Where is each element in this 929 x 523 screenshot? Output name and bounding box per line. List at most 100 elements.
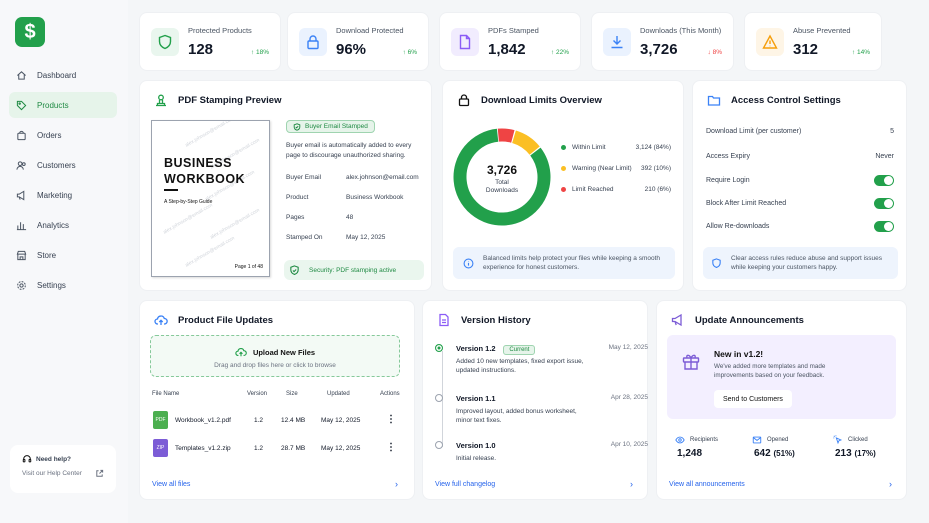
setting-block-after-limit: Block After Limit Reached: [706, 197, 894, 209]
headset-icon: [22, 455, 32, 463]
allow-redownloads-toggle[interactable]: [874, 220, 894, 232]
product-file-updates-card: Product File Updates Upload New Files Dr…: [139, 300, 415, 500]
sidebar-item-analytics[interactable]: Analytics: [9, 212, 117, 238]
stat-value: 96%: [336, 40, 367, 58]
help-title: Need help?: [36, 455, 72, 463]
chevron-right-icon[interactable]: ›: [889, 479, 892, 489]
setting-require-login: Require Login: [706, 174, 894, 186]
metric-recipients: Recipients 1,248: [675, 436, 719, 459]
view-all-files-link[interactable]: View all files: [152, 481, 191, 488]
sidebar-item-settings[interactable]: Settings: [9, 272, 117, 298]
table-row[interactable]: PDF Workbook_v1.2.pdf 1.2 12.4 MB May 12…: [150, 411, 400, 431]
sidebar-item-orders[interactable]: Orders: [9, 122, 117, 148]
warning-icon: [762, 34, 778, 49]
block-after-limit-toggle[interactable]: [874, 197, 894, 209]
info-icon: [463, 258, 474, 268]
col-updated: Updated: [327, 391, 350, 397]
folder-icon: [707, 95, 721, 106]
sidebar: $ Dashboard Products Orders Customers Ma…: [0, 0, 128, 523]
stat-card-abuse-prevented: Abuse Prevented 312 ↑ 14%: [744, 12, 882, 71]
stat-value: 128: [188, 40, 214, 58]
setting-access-expiry[interactable]: Access Expiry Never: [706, 152, 894, 160]
access-control-card: Access Control Settings Download Limit (…: [692, 80, 907, 291]
shield-icon: [712, 257, 721, 268]
stat-card-downloads-month: Downloads (This Month) 3,726 ↓ 8%: [591, 12, 734, 71]
megaphone-icon: [16, 189, 25, 201]
legend-within-limit: Within Limit 3,124 (84%): [561, 144, 671, 151]
stat-label: Download Protected: [336, 25, 404, 35]
version-item[interactable]: Version 1.2 Current May 12, 2025 Added 1…: [456, 344, 648, 374]
limits-info-note: Balanced limits help protect your files …: [453, 247, 675, 279]
field-pages: Pages 48: [286, 214, 354, 221]
doc-title: BUSINESS WORKBOOK: [164, 156, 246, 186]
gift-icon: [682, 354, 700, 370]
stat-card-download-protected: Download Protected 96% ↑ 6%: [287, 12, 429, 71]
col-version: Version: [247, 391, 268, 397]
buyer-email-stamped-badge: Buyer Email Stamped: [286, 120, 375, 133]
view-all-announcements-link[interactable]: View all announcements: [669, 481, 745, 488]
cursor-click-icon: [833, 435, 843, 445]
version-item[interactable]: Version 1.0 Apr 10, 2025 Initial release…: [456, 441, 648, 462]
megaphone-icon: [671, 313, 682, 327]
timeline-dot: [435, 394, 443, 402]
stat-label: PDFs Stamped: [488, 25, 539, 35]
file-upload-dropzone[interactable]: Upload New Files Drag and drop files her…: [150, 335, 400, 377]
help-link[interactable]: Visit our Help Center: [22, 470, 82, 477]
app-logo[interactable]: $: [15, 17, 45, 47]
metric-clicked: Clicked 213 (17%): [833, 435, 876, 459]
announcement-heading: New in v1.2!: [714, 349, 764, 359]
more-actions-icon[interactable]: ⋮: [386, 442, 396, 453]
tag-icon: [16, 100, 27, 110]
send-to-customers-button[interactable]: Send to Customers: [714, 390, 792, 408]
lock-icon: [458, 94, 470, 107]
document-icon: [459, 34, 471, 49]
zip-file-icon: ZIP: [153, 439, 168, 457]
external-link-icon[interactable]: [95, 469, 104, 478]
card-title: Access Control Settings: [731, 94, 841, 106]
stat-value: 312: [793, 40, 819, 58]
require-login-toggle[interactable]: [874, 174, 894, 186]
sidebar-nav: Dashboard Products Orders Customers Mark…: [9, 62, 117, 302]
bag-icon: [17, 130, 26, 140]
card-title: Product File Updates: [178, 314, 274, 326]
field-product: Product Business Workbook: [286, 194, 404, 201]
shield-check-icon: [293, 122, 301, 131]
sidebar-item-products[interactable]: Products: [9, 92, 117, 118]
card-title: Version History: [461, 314, 531, 326]
col-size: Size: [286, 391, 298, 397]
help-center-card[interactable]: Need help? Visit our Help Center: [10, 445, 116, 493]
chevron-right-icon[interactable]: ›: [630, 479, 633, 489]
pdf-stamping-card: PDF Stamping Preview alex.johnson@email.…: [139, 80, 432, 291]
view-changelog-link[interactable]: View full changelog: [435, 481, 496, 488]
stat-label: Protected Products: [188, 25, 252, 35]
security-status: Security: PDF stamping active: [284, 260, 424, 280]
table-row[interactable]: ZIP Templates_v1.2.zip 1.2 28.7 MB May 1…: [150, 439, 400, 459]
sidebar-item-customers[interactable]: Customers: [9, 152, 117, 178]
col-actions: Actions: [380, 391, 400, 397]
stat-change: ↑ 6%: [402, 49, 417, 56]
setting-allow-redownloads: Allow Re-downloads: [706, 220, 894, 232]
metric-opened: Opened 642 (51%): [752, 436, 795, 459]
version-item[interactable]: Version 1.1 Apr 28, 2025 Improved layout…: [456, 394, 648, 424]
setting-download-limit[interactable]: Download Limit (per customer) 5: [706, 127, 894, 135]
col-file-name: File Name: [152, 391, 180, 397]
chevron-right-icon[interactable]: ›: [395, 479, 398, 489]
card-title: Update Announcements: [695, 314, 804, 326]
announcement-preview: New in v1.2! We've added more templates …: [667, 335, 896, 419]
pdf-preview-thumbnail[interactable]: alex.johnson@email.com alex.johnson@emai…: [151, 120, 270, 277]
stamp-user-icon: [156, 94, 166, 107]
more-actions-icon[interactable]: ⋮: [386, 414, 396, 425]
sidebar-item-dashboard[interactable]: Dashboard: [9, 62, 117, 88]
document-list-icon: [439, 313, 449, 327]
version-history-card: Version History Version 1.2 Current May …: [422, 300, 648, 500]
stat-card-protected-products: Protected Products 128 ↑ 18%: [139, 12, 281, 71]
mail-icon: [752, 436, 762, 444]
current-badge: Current: [503, 345, 536, 355]
home-icon: [17, 70, 26, 80]
card-title: Download Limits Overview: [481, 94, 602, 106]
sidebar-item-marketing[interactable]: Marketing: [9, 182, 117, 208]
sidebar-item-store[interactable]: Store: [9, 242, 117, 268]
timeline-dot: [435, 441, 443, 449]
field-buyer-email: Buyer Email alex.johnson@email.com: [286, 174, 419, 181]
doc-page-number: Page 1 of 48: [234, 264, 263, 270]
